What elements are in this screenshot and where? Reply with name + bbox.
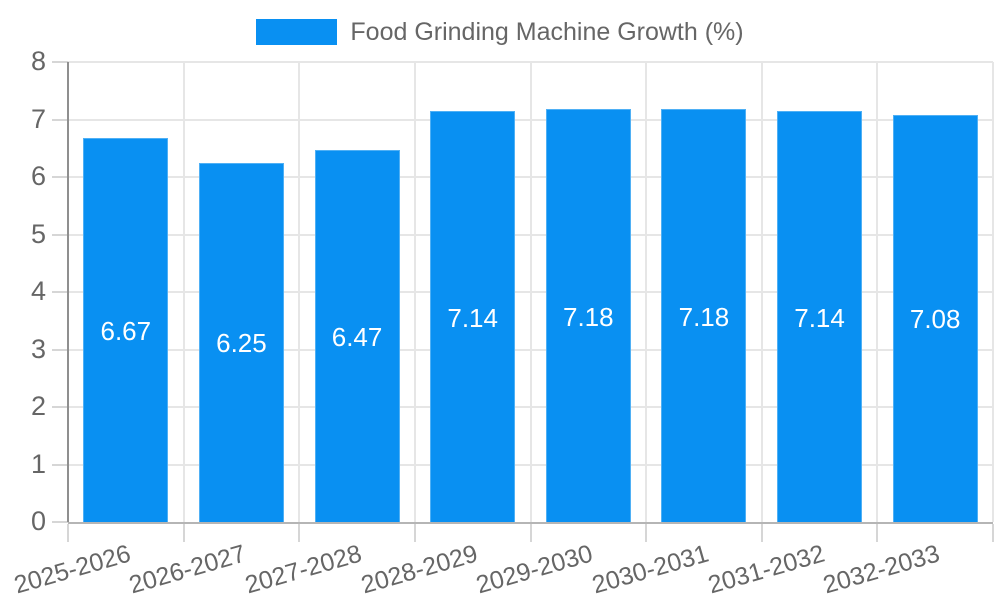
y-axis-tick-label: 2 xyxy=(30,391,46,421)
gridline-vertical xyxy=(876,62,879,522)
gridline-vertical xyxy=(992,62,994,522)
y-axis-tick-label: 1 xyxy=(30,448,46,479)
gridline-vertical xyxy=(298,62,301,522)
bar[interactable]: 7.18 xyxy=(661,109,747,522)
legend-label: Food Grinding Machine Growth (%) xyxy=(350,17,744,46)
bar[interactable]: 7.14 xyxy=(777,111,863,522)
y-axis-tick-label: 4 xyxy=(30,276,46,306)
x-axis-tick xyxy=(67,524,69,542)
bar-value-label: 7.18 xyxy=(563,301,614,332)
y-axis-tick xyxy=(52,521,68,523)
legend[interactable]: Food Grinding Machine Growth (%) xyxy=(0,12,1000,52)
gridline-horizontal xyxy=(68,61,993,63)
gridline-vertical xyxy=(760,62,763,522)
x-axis-tick xyxy=(182,524,185,542)
bar-value-label: 6.47 xyxy=(331,321,383,352)
x-axis-tick xyxy=(992,524,994,542)
y-axis-tick xyxy=(52,118,68,121)
gridline-vertical xyxy=(413,62,416,522)
bar[interactable]: 7.14 xyxy=(430,111,516,522)
bar[interactable]: 6.67 xyxy=(83,138,169,522)
y-axis-tick-label: 0 xyxy=(30,506,46,536)
y-axis-tick xyxy=(52,463,68,466)
y-axis-tick xyxy=(52,176,68,178)
bar-value-label: 6.25 xyxy=(216,328,267,359)
y-axis-tick-label: 7 xyxy=(30,103,46,134)
y-axis-tick xyxy=(52,61,68,63)
y-axis-tick xyxy=(52,348,68,351)
bar[interactable]: 6.25 xyxy=(198,162,284,522)
x-axis-tick xyxy=(876,524,879,542)
bar-value-label: 7.14 xyxy=(794,302,845,333)
gridline-vertical xyxy=(529,62,532,522)
bar-value-label: 6.67 xyxy=(100,316,152,347)
y-axis-line xyxy=(67,62,69,522)
x-axis-tick xyxy=(645,524,648,542)
y-axis-tick xyxy=(52,406,68,408)
gridline-vertical xyxy=(645,62,648,522)
y-axis-tick-label: 6 xyxy=(30,161,46,191)
bar-value-label: 7.14 xyxy=(447,302,498,333)
x-axis-line xyxy=(68,522,993,524)
bar-value-label: 7.18 xyxy=(678,301,730,332)
y-axis-tick xyxy=(52,291,68,293)
bar[interactable]: 6.47 xyxy=(314,149,400,522)
y-axis-tick-label: 5 xyxy=(30,218,46,249)
y-axis-tick-label: 3 xyxy=(30,333,46,364)
bar[interactable]: 7.08 xyxy=(892,114,978,522)
x-axis-tick xyxy=(760,524,763,542)
legend-swatch xyxy=(256,19,338,45)
x-axis-tick xyxy=(529,524,532,542)
x-axis-tick xyxy=(298,524,301,542)
y-axis-tick xyxy=(52,233,68,236)
bar-value-label: 7.08 xyxy=(909,304,961,335)
y-axis-tick-label: 8 xyxy=(30,46,46,76)
x-axis-tick xyxy=(413,524,416,542)
bar[interactable]: 7.18 xyxy=(545,109,631,522)
gridline-vertical xyxy=(182,62,185,522)
